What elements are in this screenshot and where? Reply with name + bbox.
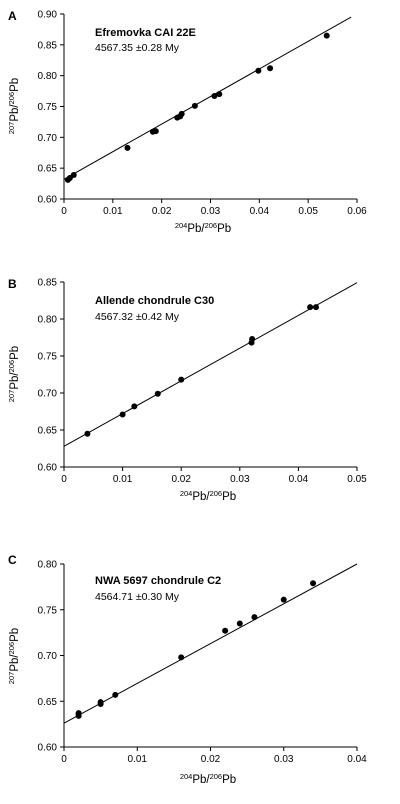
y-tick-label: 0.85 — [38, 278, 58, 289]
x-tick-label: 0.03 — [201, 206, 221, 217]
data-point — [249, 335, 256, 342]
x-tick-label: 0.04 — [250, 206, 270, 217]
x-tick-label: 0 — [61, 206, 67, 217]
data-point — [124, 144, 131, 151]
y-tick-label: 0.80 — [38, 560, 58, 571]
x-axis-title: 204Pb/206Pb — [175, 221, 231, 235]
data-point — [119, 411, 126, 418]
y-tick-label: 0.60 — [38, 463, 58, 474]
y-tick-label: 0.70 — [38, 389, 58, 400]
data-point — [211, 93, 218, 100]
data-point — [178, 376, 185, 383]
x-tick-label: 0.01 — [128, 754, 148, 765]
data-point — [178, 654, 185, 661]
x-tick-label: 0.01 — [113, 474, 133, 485]
x-tick-label: 0.03 — [230, 474, 250, 485]
chart-panel-c: C 0.60 0.65 0.70 0.75 0.80 0 0.01 0.02 0.03 0.04 NW… — [0, 536, 400, 804]
data-point — [312, 304, 319, 311]
data-point — [154, 390, 161, 397]
x-tick-label: 0.03 — [274, 754, 294, 765]
y-axis-title: 207Pb/206Pb — [7, 628, 21, 684]
chart-panel-b: B 0.60 0.65 0.70 0.75 0.80 0.85 0 0.01 0.02 0.03 0.… — [0, 268, 400, 536]
data-point — [178, 110, 185, 117]
y-tick-label: 0.80 — [38, 315, 58, 326]
data-point — [307, 304, 314, 311]
x-tick-label: 0 — [61, 474, 67, 485]
data-point — [131, 403, 138, 410]
chart-svg-b: B 0.60 0.65 0.70 0.75 0.80 0.85 0 0.01 0.02 0.03 0.… — [7, 277, 367, 503]
data-point — [280, 596, 287, 603]
y-tick-label: 0.85 — [38, 40, 58, 51]
y-tick-label: 0.80 — [38, 71, 58, 82]
x-tick-label: 0.02 — [171, 474, 191, 485]
chart-svg-a: A 0.60 0.65 0.70 0.75 0.80 0.85 0.90 0 0.01 0.02 0.… — [7, 9, 367, 235]
chart-svg-c: C 0.60 0.65 0.70 0.75 0.80 0 0.01 0.02 0.03 0.04 NW… — [7, 553, 367, 786]
y-tick-label: 0.70 — [38, 133, 58, 144]
data-point — [267, 65, 274, 72]
y-tick-label: 0.75 — [38, 352, 58, 363]
panel-label: A — [8, 9, 17, 23]
data-point — [236, 620, 243, 627]
y-tick-label: 0.75 — [38, 605, 58, 616]
x-tick-label: 0.02 — [201, 754, 221, 765]
data-point — [97, 699, 104, 706]
data-point — [152, 128, 159, 135]
regression-line — [63, 16, 352, 180]
data-point — [222, 627, 229, 634]
y-tick-label: 0.65 — [38, 697, 58, 708]
regression-line — [63, 282, 358, 447]
x-tick-label: 0.05 — [298, 206, 318, 217]
regression-line — [63, 563, 358, 724]
chart-subtitle: 4567.35 ±0.28 My — [95, 42, 180, 54]
data-point — [216, 91, 223, 98]
data-point — [310, 580, 317, 587]
y-tick-label: 0.60 — [38, 743, 58, 754]
chart-title: Efremovka CAI 22E — [95, 27, 196, 39]
x-tick-label: 0.06 — [347, 206, 367, 217]
y-tick-label: 0.65 — [38, 426, 58, 437]
data-point — [75, 710, 82, 717]
y-axis-title: 207Pb/206Pb — [7, 346, 21, 402]
x-tick-label: 0.02 — [152, 206, 172, 217]
chart-panel-a: A 0.60 0.65 0.70 0.75 0.80 0.85 0.90 0 0.01 0.02 0.… — [0, 0, 400, 268]
x-axis-title: 204Pb/206Pb — [180, 489, 236, 503]
x-tick-label: 0.04 — [289, 474, 309, 485]
data-point — [251, 614, 258, 621]
x-tick-label: 0.01 — [103, 206, 123, 217]
x-tick-label: 0 — [61, 754, 67, 765]
data-point — [112, 691, 119, 698]
x-tick-label: 0.05 — [347, 474, 367, 485]
y-axis-title: 207Pb/206Pb — [7, 78, 21, 134]
data-point — [255, 67, 262, 74]
y-tick-label: 0.75 — [38, 102, 58, 113]
chart-subtitle: 4564.71 ±0.30 My — [95, 591, 180, 603]
y-tick-label: 0.90 — [38, 10, 58, 21]
data-point — [84, 430, 91, 437]
y-tick-label: 0.70 — [38, 651, 58, 662]
chart-title: NWA 5697 chondrule C2 — [95, 575, 221, 587]
panel-label: B — [8, 277, 17, 291]
data-point — [323, 32, 330, 39]
y-tick-label: 0.60 — [38, 195, 58, 206]
chart-title: Allende chondrule C30 — [95, 295, 214, 307]
panel-label: C — [8, 553, 17, 567]
x-axis-title: 204Pb/206Pb — [180, 772, 236, 786]
data-point — [191, 102, 198, 109]
data-point — [70, 171, 77, 178]
y-tick-label: 0.65 — [38, 164, 58, 175]
x-tick-label: 0.04 — [347, 754, 367, 765]
chart-subtitle: 4567.32 ±0.42 My — [95, 311, 180, 323]
